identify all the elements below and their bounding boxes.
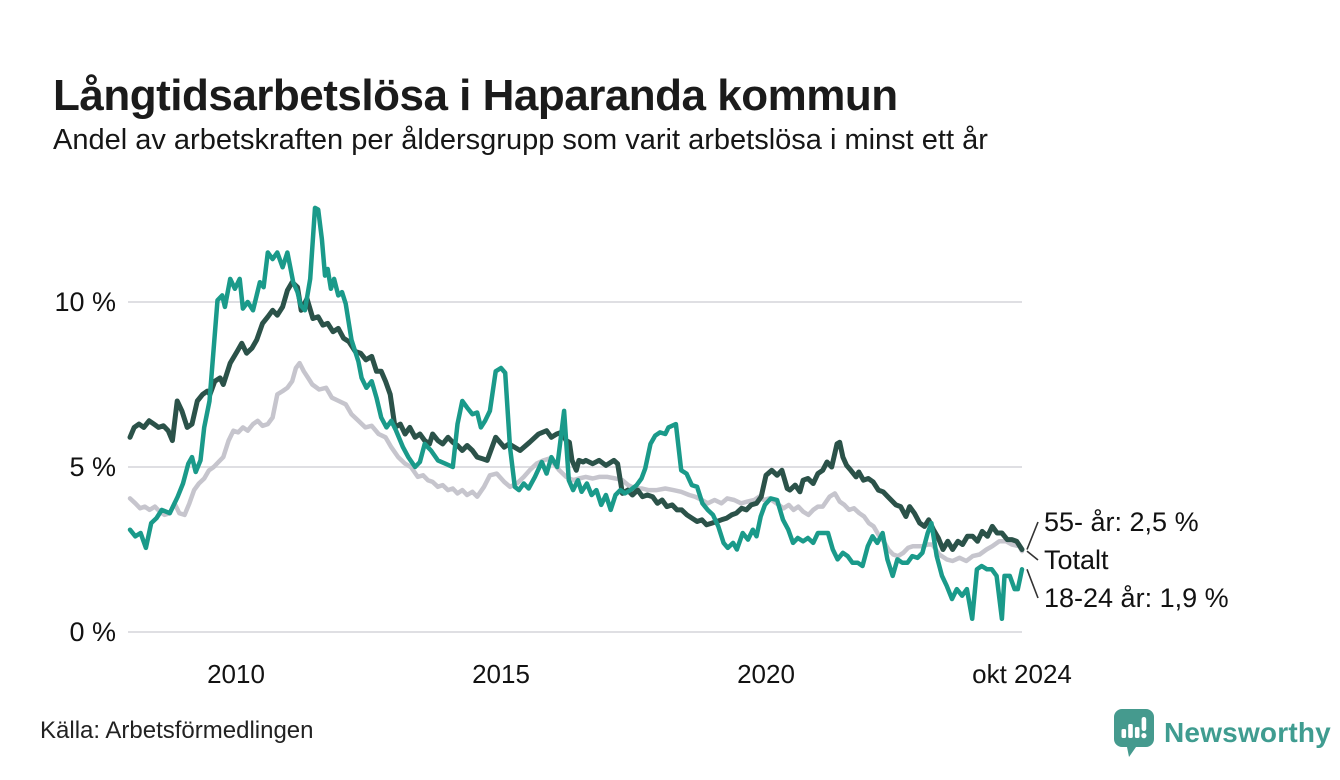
series-line-55- år xyxy=(127,279,1025,552)
series-end-label-18-24 år: 18-24 år: 1,9 % xyxy=(1044,583,1229,613)
newsworthy-logo-text: Newsworthy xyxy=(1164,717,1331,748)
series-line-18-24 år xyxy=(127,205,1025,622)
chart-subtitle: Andel av arbetskraften per åldersgrupp s… xyxy=(53,124,988,156)
y-axis-label-5: 5 % xyxy=(69,452,116,482)
newsworthy-logo: Newsworthy xyxy=(1113,708,1331,758)
y-axis-label-10: 10 % xyxy=(54,287,116,317)
leader-line-Totalt xyxy=(1026,550,1039,561)
page-title: Långtidsarbetslösa i Haparanda kommun xyxy=(53,71,898,121)
x-axis-label-2015: 2015 xyxy=(472,659,530,689)
source-note: Källa: Arbetsförmedlingen xyxy=(40,717,314,744)
leader-line-18-24 år xyxy=(1026,569,1039,599)
series-line-Totalt xyxy=(127,360,1025,564)
leader-line-55- år xyxy=(1026,521,1039,550)
series-end-label-55- år: 55- år: 2,5 % xyxy=(1044,507,1199,537)
x-axis-label-2010: 2010 xyxy=(207,659,265,689)
newsworthy-logo-icon xyxy=(1114,709,1154,757)
x-axis-label-okt 2024: okt 2024 xyxy=(972,659,1072,689)
series-end-label-Totalt: Totalt xyxy=(1044,545,1109,575)
y-axis-label-0: 0 % xyxy=(69,617,116,647)
x-axis-label-2020: 2020 xyxy=(737,659,795,689)
